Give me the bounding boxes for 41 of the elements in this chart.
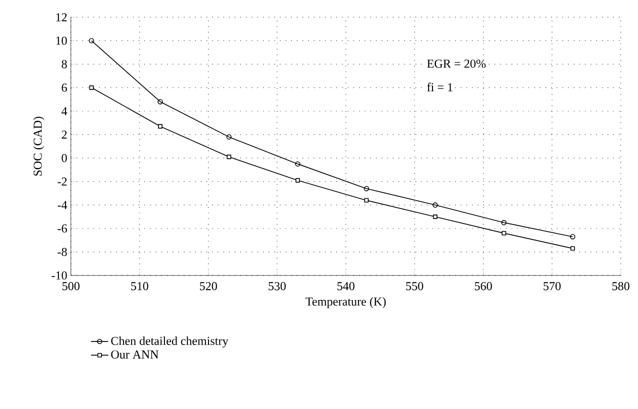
y-tick-label: 10 (56, 36, 67, 45)
point (570, 246, 575, 251)
point (432, 202, 438, 208)
y-tick-label: 6 (62, 84, 67, 92)
y-tick-label: -10 (52, 271, 67, 280)
point (296, 178, 300, 183)
point (89, 85, 94, 90)
y-tick-label: -2 (58, 177, 67, 186)
x-tick-label: 560 (474, 282, 492, 290)
x-tick-label: 520 (200, 282, 217, 290)
y-tick-label: -4 (58, 200, 68, 209)
point (295, 161, 300, 166)
y-tick-label: 8 (62, 60, 67, 68)
point (226, 154, 232, 160)
y-tick-label: -8 (58, 248, 67, 256)
x-tick-label: 540 (337, 282, 354, 290)
annotation: fi = 1 (427, 82, 452, 92)
y-axis-title: SOC (CAD) (33, 116, 44, 176)
x-tick-label: 570 (544, 282, 561, 290)
y-tick-label: 0 (62, 154, 67, 162)
x-tick-label: 580 (612, 282, 630, 290)
y-tick-label: -6 (58, 224, 67, 232)
point (501, 220, 507, 226)
legend-label: Chen detailed chemistry (111, 336, 228, 348)
point (502, 230, 506, 236)
annotation: EGR = 20% (427, 60, 486, 68)
x-tick-label: 510 (131, 282, 148, 290)
y-tick-label: 12 (56, 13, 67, 22)
x-tick-label: 530 (268, 282, 286, 290)
legend-label: Our ANN (111, 350, 158, 359)
x-tick-label: 500 (62, 282, 80, 290)
point (364, 186, 370, 192)
y-tick-label: 4 (62, 107, 68, 116)
x-axis-title: Temperature (K) (306, 297, 386, 308)
point (432, 214, 438, 219)
x-tick-label: 550 (406, 282, 424, 290)
point (364, 198, 369, 202)
point (226, 134, 232, 140)
y-tick-label: 2 (62, 130, 67, 139)
point (158, 99, 163, 104)
point (158, 124, 162, 129)
